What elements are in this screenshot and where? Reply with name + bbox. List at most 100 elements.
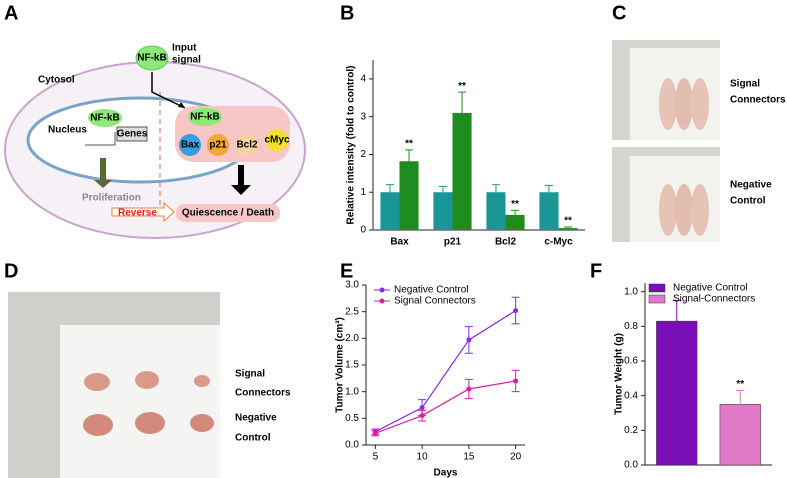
panel-label: A — [4, 2, 18, 24]
significance: ** — [736, 379, 744, 390]
node — [207, 134, 229, 156]
legend-label: Negative Control — [673, 283, 747, 294]
x-tick-label: 15 — [463, 452, 475, 463]
tumor — [190, 414, 214, 432]
photo-label: Signal — [235, 369, 265, 380]
y-tick-label: 4 — [360, 74, 366, 85]
node-label: Bcl2 — [236, 140, 258, 151]
node — [135, 45, 169, 71]
error-bar — [736, 389, 745, 405]
tumor — [84, 373, 110, 391]
panel-label: B — [340, 2, 354, 24]
photo-label: Negative — [235, 413, 277, 424]
gene-label: Genes — [117, 129, 148, 140]
outcome-label: Quiescence / Death — [182, 208, 274, 219]
cytosol-label: Cytosol — [38, 75, 75, 86]
tumor — [135, 412, 165, 434]
node — [266, 129, 288, 151]
y-tick-label: 0.0 — [345, 440, 359, 451]
node-label: NF-kB — [190, 112, 219, 123]
x-axis-label: Days — [434, 468, 458, 478]
marker — [419, 405, 425, 411]
x-tick-label: Bcl2 — [495, 237, 517, 248]
marker — [466, 337, 472, 343]
legend-swatch — [648, 283, 666, 293]
y-axis-label: Tumor Volume (cm³) — [335, 317, 346, 413]
marker — [372, 430, 378, 436]
nucleus-label: Nucleus — [48, 125, 87, 136]
x-tick-label: 20 — [510, 452, 522, 463]
input-label: Input — [172, 43, 197, 54]
x-tick-label: Bax — [390, 237, 409, 248]
tumor — [83, 414, 113, 436]
mouse — [659, 184, 677, 236]
line — [375, 310, 516, 433]
mouse — [691, 184, 709, 236]
bar — [380, 192, 400, 230]
tumor — [194, 375, 210, 387]
legend-label: Signal-Connectors — [673, 294, 755, 305]
line — [375, 380, 516, 434]
y-axis-label: Relative intensity (fold to control) — [346, 66, 357, 225]
legend-marker — [379, 298, 385, 304]
y-tick-label: 1.5 — [345, 360, 359, 371]
photo-label: Connectors — [730, 95, 786, 106]
reverse-label: Reverse — [118, 208, 157, 219]
node-label: NF-kB — [137, 53, 166, 64]
photo-paper — [60, 325, 220, 478]
y-tick-label: 0.5 — [345, 413, 359, 424]
mouse — [675, 78, 693, 130]
significance: ** — [511, 199, 519, 210]
significance: ** — [458, 81, 466, 92]
panel-label: E — [340, 260, 353, 282]
error-bar — [405, 149, 414, 162]
x-tick-label: 10 — [417, 452, 429, 463]
arrow — [231, 165, 251, 195]
bar — [656, 320, 698, 466]
legend-marker — [379, 287, 385, 293]
y-tick-label: 0.2 — [624, 425, 638, 436]
arrow — [94, 158, 112, 188]
bar — [558, 228, 578, 230]
photo-label: Control — [235, 433, 271, 444]
error-bar — [491, 184, 500, 193]
node — [188, 108, 222, 126]
gene-line — [85, 132, 116, 146]
legend-label: Signal Connectors — [394, 296, 476, 307]
mouse — [659, 78, 677, 130]
node-label: NF-kB — [90, 113, 119, 124]
panel-label: C — [612, 2, 626, 24]
error-bar — [672, 299, 681, 322]
legend-swatch — [648, 294, 666, 304]
input-label: signal — [172, 55, 201, 66]
photo-label: Signal — [730, 79, 760, 90]
photo-label: Negative — [730, 180, 772, 191]
photo-label: Connectors — [235, 388, 291, 399]
node-label: Bax — [181, 140, 200, 151]
error-bar — [438, 186, 447, 193]
node — [236, 134, 258, 156]
error-bar — [511, 209, 520, 215]
bar — [486, 192, 506, 230]
y-tick-label: 2.5 — [345, 306, 359, 317]
bar — [505, 214, 525, 230]
tumor — [135, 371, 159, 389]
y-tick-label: 2 — [360, 149, 366, 160]
error-bar — [458, 91, 467, 113]
legend-label: Negative Control — [394, 285, 468, 296]
arrow — [151, 72, 186, 109]
y-tick-label: 1.0 — [345, 386, 359, 397]
arrow-head — [178, 102, 185, 108]
bar — [433, 192, 453, 230]
y-tick-label: 0 — [360, 225, 366, 236]
y-axis-label: Tumor Weight (g) — [614, 333, 625, 415]
y-tick-label: 0.8 — [624, 321, 638, 332]
bar — [399, 161, 419, 230]
error-bar — [564, 226, 573, 229]
y-tick-label: 2.0 — [345, 333, 359, 344]
significance: ** — [405, 139, 413, 150]
y-tick-label: 1.0 — [624, 286, 638, 297]
bar — [452, 112, 472, 230]
y-tick-label: 0.0 — [624, 460, 638, 471]
error-bar — [385, 184, 394, 193]
